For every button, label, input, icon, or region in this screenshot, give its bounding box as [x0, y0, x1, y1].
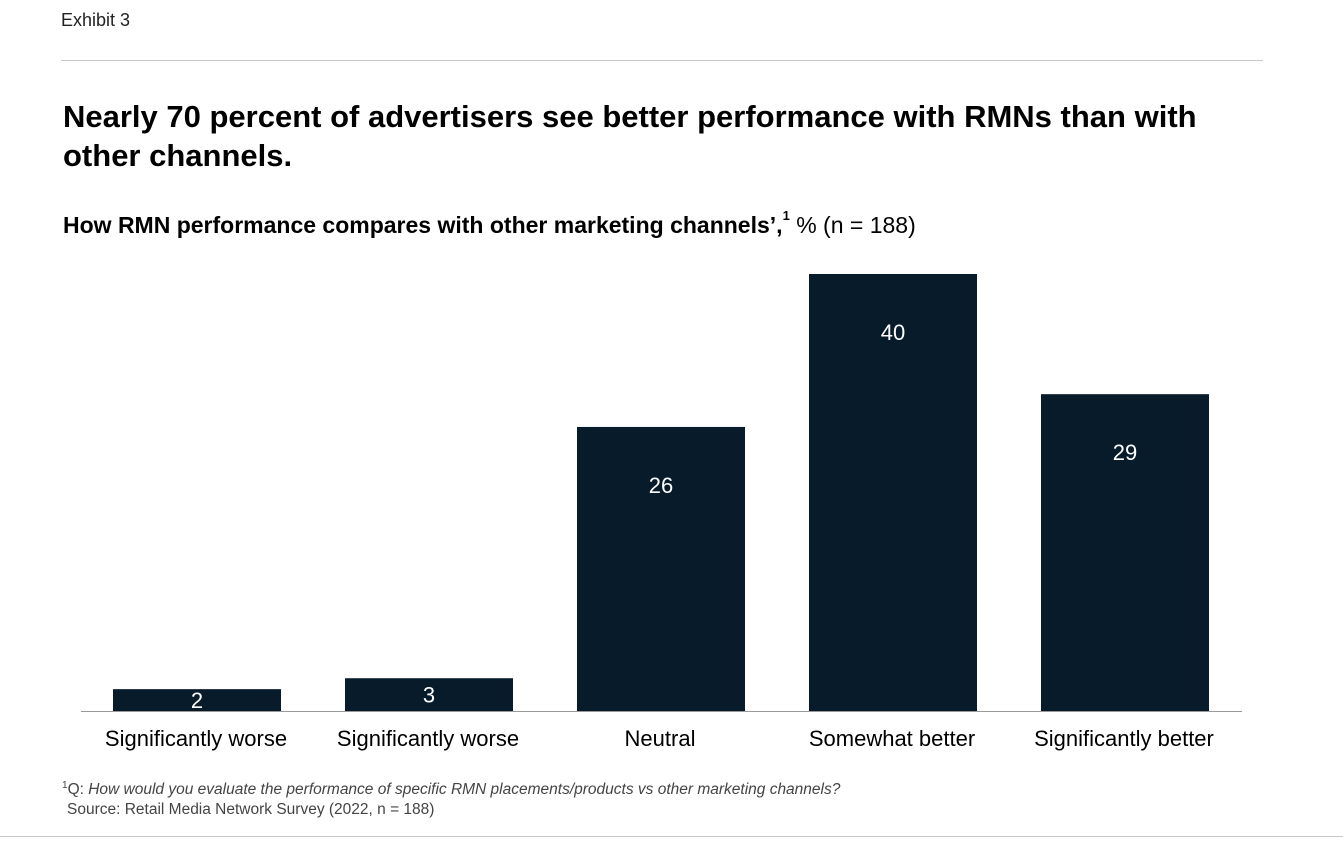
category-label: Significantly worse: [337, 726, 519, 751]
value-label: 2: [191, 688, 203, 713]
footnote-prefix: Q:: [67, 781, 89, 798]
bar: [345, 678, 513, 711]
bar: [577, 426, 745, 711]
subtitle-footnote-marker: 1: [782, 208, 790, 223]
footnote-marker: 1: [62, 780, 68, 791]
chart-subtitle: How RMN performance compares with other …: [63, 208, 916, 239]
value-label: 40: [881, 320, 905, 345]
value-label: 29: [1113, 440, 1137, 465]
bar: [809, 274, 977, 711]
top-divider: [61, 60, 1263, 61]
footnote: 1Q: How would you evaluate the performan…: [62, 780, 841, 799]
category-label: Somewhat better: [809, 726, 975, 751]
subtitle-text: How RMN performance compares with other …: [63, 212, 783, 238]
exhibit-label: Exhibit 3: [61, 10, 131, 30]
bar: [113, 689, 281, 711]
bar: [1041, 394, 1209, 711]
category-label: Significantly better: [1034, 726, 1214, 751]
value-label: 3: [423, 683, 435, 708]
subtitle-unit: % (n = 188): [796, 212, 916, 238]
category-label: Neutral: [625, 726, 696, 751]
value-label: 26: [649, 473, 673, 498]
source-note: Source: Retail Media Network Survey (202…: [67, 801, 435, 818]
footnote-question: How would you evaluate the performance o…: [88, 781, 841, 798]
category-label: Significantly worse: [105, 726, 287, 751]
chart-headline: Nearly 70 percent of advertisers see bet…: [63, 99, 1197, 173]
bottom-divider: [0, 836, 1343, 837]
